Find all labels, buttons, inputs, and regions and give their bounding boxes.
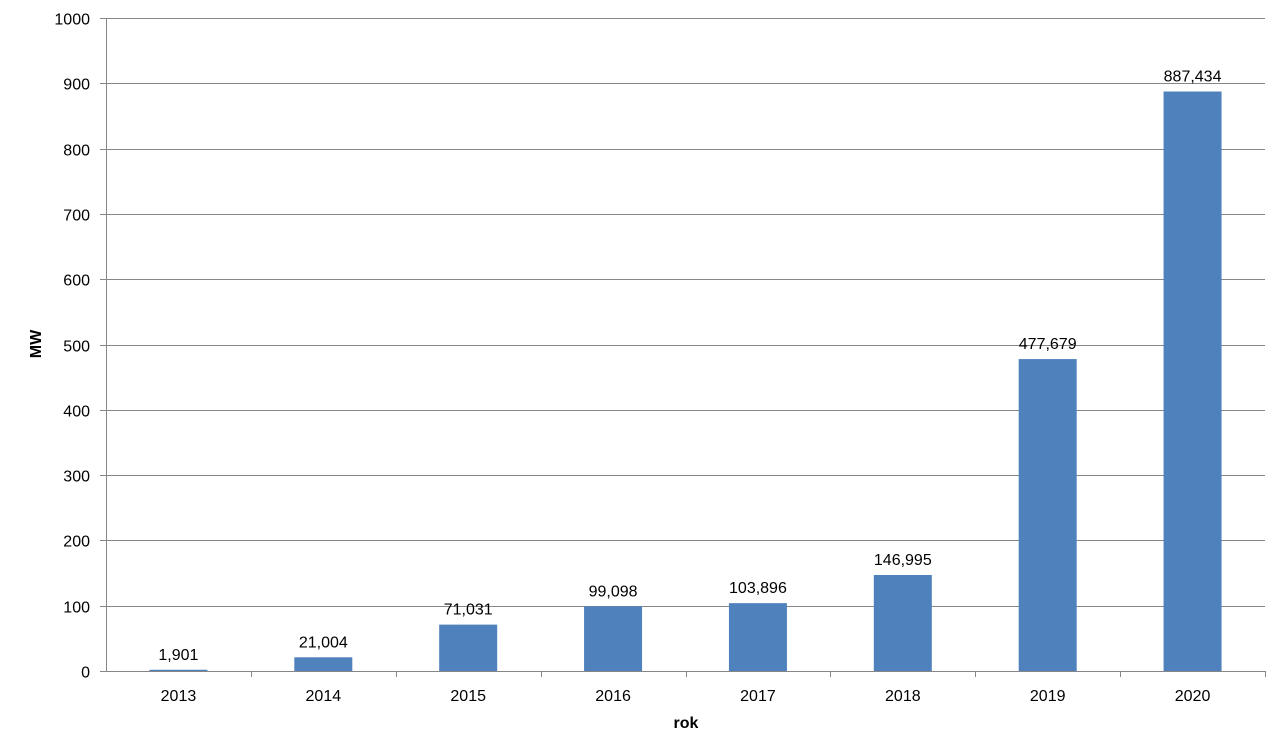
y-tick-label: 300 <box>63 469 90 486</box>
bar-2017 <box>728 603 787 671</box>
bar-2016 <box>584 606 643 671</box>
y-tick-label: 1000 <box>54 12 90 29</box>
labels: 0 100 200 300 400 500 600 700 800 900 1000 1,901 201… <box>54 12 1221 706</box>
data-label-2013: 1,901 <box>158 647 198 664</box>
x-axis-title: rok <box>674 715 699 732</box>
y-tick-label: 500 <box>63 339 90 356</box>
data-label-2018: 146,995 <box>874 552 932 569</box>
x-tick-label-2020: 2020 <box>1175 688 1211 705</box>
data-label-2016: 99,098 <box>589 583 638 600</box>
bar-2018 <box>873 575 932 671</box>
x-tick-label-2014: 2014 <box>306 688 342 705</box>
y-tick-label: 100 <box>63 600 90 617</box>
axes <box>100 18 1266 677</box>
y-tick-label: 0 <box>81 665 90 682</box>
x-tick-label-2019: 2019 <box>1030 688 1066 705</box>
y-tick-label: 800 <box>63 143 90 160</box>
x-tick-label-2015: 2015 <box>450 688 486 705</box>
data-label-2015: 71,031 <box>444 602 493 619</box>
data-label-2017: 103,896 <box>729 580 787 597</box>
bar-2014 <box>294 657 353 671</box>
y-tick-label: 400 <box>63 404 90 421</box>
bar-2019 <box>1018 359 1077 671</box>
y-tick-label: 600 <box>63 273 90 290</box>
x-tick-label-2016: 2016 <box>595 688 631 705</box>
x-tick-label-2017: 2017 <box>740 688 776 705</box>
bar-2020 <box>1163 91 1222 671</box>
y-tick-label: 900 <box>63 77 90 94</box>
data-label-2019: 477,679 <box>1019 336 1077 353</box>
bars <box>149 91 1222 671</box>
y-tick-label: 700 <box>63 208 90 225</box>
data-label-2020: 887,434 <box>1164 69 1222 86</box>
data-label-2014: 21,004 <box>299 634 348 651</box>
x-tick-label-2018: 2018 <box>885 688 921 705</box>
gridlines <box>106 18 1265 607</box>
x-tick-label-2013: 2013 <box>161 688 197 705</box>
y-axis-title: MW <box>28 329 45 358</box>
bar-2015 <box>439 624 498 671</box>
bar-2013 <box>149 669 208 671</box>
y-tick-label: 200 <box>63 534 90 551</box>
